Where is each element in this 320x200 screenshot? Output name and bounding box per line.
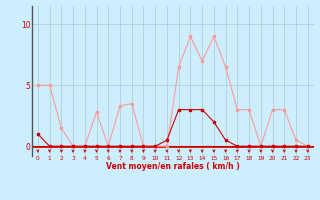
X-axis label: Vent moyen/en rafales ( km/h ): Vent moyen/en rafales ( km/h ) <box>106 162 240 171</box>
